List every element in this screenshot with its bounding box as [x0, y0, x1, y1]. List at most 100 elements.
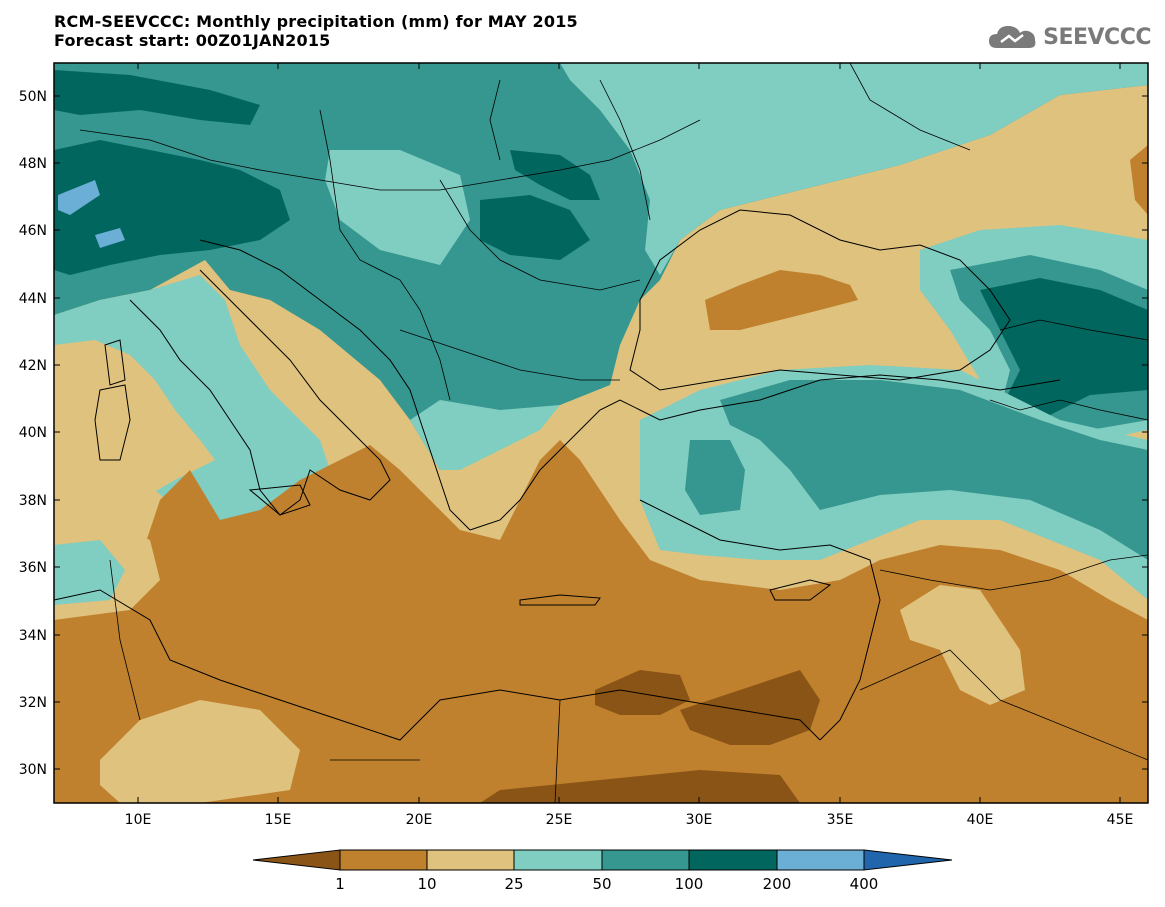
map-title: RCM-SEEVCCC: Monthly precipitation (mm) …: [54, 12, 578, 31]
lat-tick: 40N: [19, 425, 1148, 441]
colorbar-label: 200: [763, 875, 792, 893]
lat-tick: 46N: [19, 223, 1148, 239]
field-anatolia-50-100: [720, 380, 1148, 560]
field-nw-100-200: [54, 70, 260, 125]
colorbar-extend-high: [863, 849, 953, 871]
border-line: [489, 79, 501, 161]
field-alps2-200-400: [95, 228, 125, 248]
lat-tick: 36N: [19, 560, 1148, 576]
lon-tick-label: 20E: [406, 812, 433, 828]
precipitation-field: [54, 63, 1148, 803]
lat-tick-label: 48N: [19, 156, 47, 172]
field-north-25-50: [560, 63, 1148, 275]
field-egypt-lt1: [595, 670, 690, 715]
lat-tick: 48N: [19, 156, 1148, 172]
colorbar: 1 10 25 50 100 200 400: [252, 849, 953, 893]
border-line: [554, 699, 561, 803]
forecast-start: Forecast start: 00Z01JAN2015: [54, 31, 331, 50]
lon-tick-label: 25E: [546, 812, 573, 828]
sardinia-coast: [94, 384, 131, 461]
field-tunisia-25-50: [54, 540, 125, 605]
lon-tick-label: 45E: [1107, 812, 1134, 828]
coastlines: [54, 209, 1061, 741]
italy-coast: [129, 269, 391, 516]
lon-axis: 10E 15E 20E 25E 30E 35E 40E 45E: [125, 63, 1134, 828]
colorbar-label: 400: [850, 875, 879, 893]
borders: [79, 63, 1148, 803]
colorbar-swatch: [339, 849, 428, 871]
lon-tick-label: 30E: [686, 812, 713, 828]
border-line: [879, 554, 1148, 591]
colorbar-label: 25: [504, 875, 523, 893]
colorbar-swatch: [426, 849, 515, 871]
border-line: [599, 79, 651, 221]
lon-tick-label: 40E: [967, 812, 994, 828]
field-syria-10-25: [900, 585, 1025, 705]
corsica-coast: [104, 339, 126, 386]
lat-tick: 44N: [19, 291, 1148, 307]
lat-tick-label: 42N: [19, 358, 47, 374]
greece-coast: [469, 374, 1061, 531]
lat-tick-label: 46N: [19, 223, 47, 239]
border-line: [399, 329, 620, 381]
border-line: [439, 179, 641, 291]
logo-text: SEEVCCC: [1043, 24, 1151, 50]
lat-tick: 38N: [19, 493, 1148, 509]
map-frame: [53, 62, 1149, 804]
field-carpathians-100-200: [480, 195, 590, 260]
colorbar-swatch: [688, 849, 778, 871]
cloud-icon: [989, 26, 1036, 48]
lon-tick-label: 10E: [125, 812, 152, 828]
lat-tick-label: 34N: [19, 628, 47, 644]
lon-tick-label: 35E: [827, 812, 854, 828]
lon-tick: 40E: [967, 63, 994, 828]
lat-tick-label: 44N: [19, 291, 47, 307]
lat-tick: 34N: [19, 628, 1148, 644]
lon-tick: 10E: [125, 63, 152, 828]
field-egypt2-lt1: [680, 670, 820, 745]
border-line: [859, 649, 1148, 761]
field-libya-10-25: [100, 700, 300, 803]
lon-tick: 25E: [546, 63, 573, 828]
colorbar-label: 10: [417, 875, 436, 893]
field-greece-25-50: [410, 400, 560, 470]
field-south-1-10: [54, 440, 1148, 803]
lon-tick: 30E: [686, 63, 713, 828]
seevccc-logo: SEEVCCC: [987, 22, 1151, 52]
lat-tick-label: 30N: [19, 762, 47, 778]
lat-tick-label: 50N: [19, 89, 47, 105]
lon-tick-label: 15E: [265, 812, 292, 828]
colorbar-swatch: [513, 849, 603, 871]
field-blacksea-1-10: [705, 270, 858, 330]
colorbar-label: 1: [335, 875, 345, 893]
colorbar-swatch: [601, 849, 690, 871]
field-adriatic-10-25: [230, 300, 380, 445]
map-title-block: RCM-SEEVCCC: Monthly precipitation (mm) …: [54, 12, 578, 50]
cyprus-coast: [769, 579, 832, 601]
colorbar-label: 50: [592, 875, 611, 893]
turkey-south-coast: [639, 499, 881, 741]
field-italy-10-25: [54, 340, 215, 525]
lat-tick: 42N: [19, 358, 1148, 374]
lat-tick-label: 40N: [19, 425, 47, 441]
lon-tick: 20E: [406, 63, 433, 828]
lat-tick: 50N: [19, 89, 1148, 105]
field-caucasus-core-100-200: [980, 278, 1148, 430]
sicily-coast: [248, 484, 311, 516]
lon-tick: 15E: [265, 63, 292, 828]
colorbar-extend-low: [252, 849, 341, 871]
crete-coast: [519, 594, 601, 606]
lon-tick: 35E: [827, 63, 854, 828]
field-south-lt1: [480, 770, 800, 803]
blacksea-coast: [629, 209, 1011, 391]
field-italy-25-50: [54, 275, 330, 530]
lat-tick-label: 36N: [19, 560, 47, 576]
lon-tick: 45E: [1107, 63, 1134, 828]
lat-axis: 50N 48N 46N 44N 42N 40N 38N 36N 34N 32N …: [19, 89, 1148, 778]
field-anatolia-west-50-100: [685, 440, 745, 515]
lat-tick-label: 32N: [19, 695, 47, 711]
africa-coast: [54, 589, 821, 741]
border-line: [849, 63, 971, 151]
border-line: [989, 399, 1148, 421]
colorbar-swatch: [776, 849, 865, 871]
